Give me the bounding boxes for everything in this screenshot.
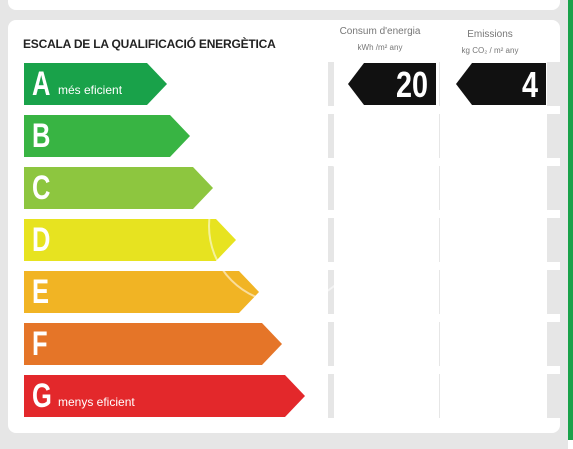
rating-row-f: F (8, 322, 560, 366)
emissions-cell (440, 374, 547, 418)
rating-letter: D (32, 221, 51, 259)
rating-letter: A (32, 65, 51, 103)
rating-letter: E (32, 273, 50, 311)
rating-letter: F (32, 325, 48, 363)
rating-letter: B (32, 117, 51, 155)
rating-letter: G (32, 377, 52, 415)
emissions-cell (440, 322, 547, 366)
consum-cell (334, 114, 439, 158)
emissions-cell (440, 270, 547, 314)
consum-cell (334, 322, 439, 366)
rating-label: menys eficient (58, 395, 135, 409)
rating-arrow-c: C (24, 167, 213, 209)
consum-cell (334, 374, 439, 418)
rating-arrow-f: F (24, 323, 282, 365)
rating-arrow-e: E (24, 271, 259, 313)
consum-value-text: 20 (395, 64, 428, 105)
emissions-cell (440, 166, 547, 210)
consum-value-tag: 20 (348, 63, 436, 105)
rating-arrow-b: B (24, 115, 190, 157)
scale-title: ESCALA DE LA QUALIFICACIÓ ENERGÈTICA (23, 37, 276, 51)
consum-header-unit: kWh /m² any (357, 43, 403, 52)
top-card-edge (8, 0, 560, 10)
consum-cell (334, 270, 439, 314)
rating-label: més eficient (58, 83, 123, 97)
emissions-value-text: 4 (521, 64, 538, 105)
rating-arrow-d: D (24, 219, 236, 261)
consum-header-label: Consum d'energia (339, 26, 421, 37)
consum-header: Consum d'energia kWh /m² any (335, 26, 425, 54)
emissions-value-tag: 4 (456, 63, 546, 105)
emissions-header-label: Emissions (467, 29, 513, 40)
watermark-logo (208, 148, 364, 304)
rating-letter: C (32, 169, 51, 207)
right-accent-bar (568, 0, 573, 440)
emissions-header: Emissions kg CO₂ / m² any (445, 29, 535, 57)
emissions-cell (440, 114, 547, 158)
emissions-cell (440, 218, 547, 262)
emissions-header-unit: kg CO₂ / m² any (461, 46, 519, 55)
